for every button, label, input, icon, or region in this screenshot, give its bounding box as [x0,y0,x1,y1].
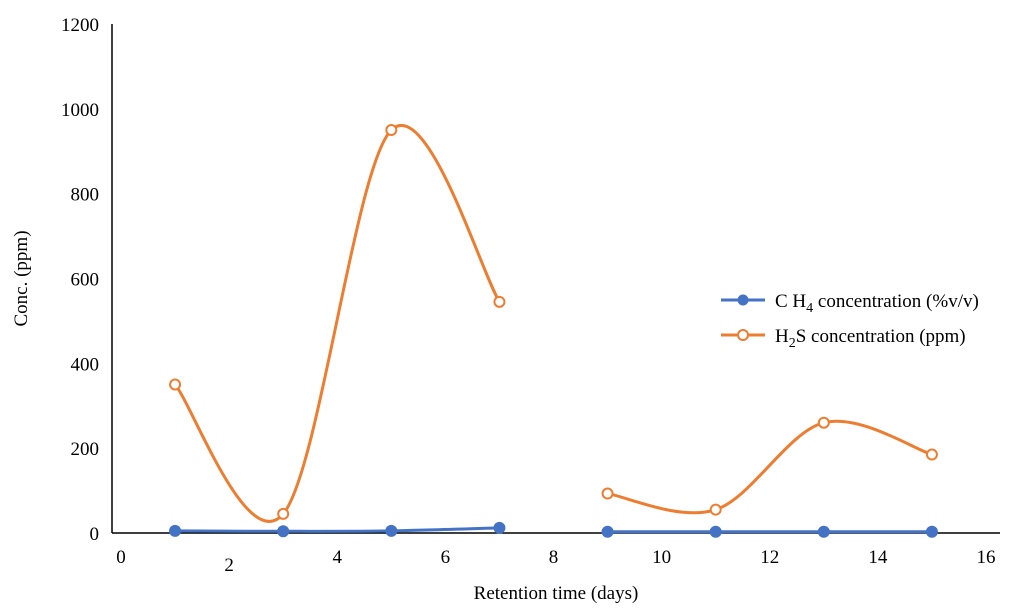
legend-swatch-marker [737,294,749,306]
series-1-point [817,416,830,429]
y-tick-label: 1200 [61,15,99,36]
legend-item-1: H2S concentration (ppm) [721,326,966,351]
series-1-point [601,487,614,500]
series-1-point [493,295,506,308]
x-tick-label: 0 [116,547,126,568]
series-1-line [607,419,933,515]
x-tick-label: 14 [868,547,888,568]
y-tick-label: 600 [71,270,100,291]
x-tick-label: 8 [549,547,559,568]
series-0-point [601,525,614,538]
y-tick-label: 200 [71,439,100,460]
y-tick-label: 0 [90,524,100,545]
x-tick-label: 10 [652,547,671,568]
x-tick-label: 12 [760,547,779,568]
x-tick-label: 4 [333,547,343,568]
series-0-point [709,525,722,538]
series-0-point [169,524,182,537]
plot-area [169,124,938,538]
series-1-point [169,378,182,391]
y-tick-label: 800 [71,185,100,206]
y-tick-label: 400 [71,354,100,375]
series-0-point [277,525,290,538]
series-0-point [385,524,398,537]
series-0-point [493,521,506,534]
series-1-point [277,507,290,520]
series-0 [169,521,938,538]
series-1-point [925,448,938,461]
series-1 [169,124,938,523]
legend-label: C H4 concentration (%v/v) [775,291,979,316]
series-0-point [925,525,938,538]
axes [111,24,1000,534]
legend: C H4 concentration (%v/v) H2S concentrati… [721,291,979,351]
x-tick-label: 2 [224,555,234,576]
series-0-point [817,525,830,538]
y-axis-title: Conc. (ppm) [11,230,32,326]
series-0-line [175,526,500,533]
series-1-line [173,124,501,523]
x-tick-label: 6 [441,547,451,568]
legend-swatch-marker [737,329,749,341]
series-1-point [385,124,398,137]
x-axis-title: Retention time (days) [474,583,639,604]
series-1-point [709,503,722,516]
legend-item-0: C H4 concentration (%v/v) [721,291,979,316]
x-tick-label: 16 [977,547,996,568]
y-tick-label: 1000 [61,100,99,121]
legend-label: H2S concentration (ppm) [775,326,966,351]
tick-labels: 0 200 400 600 800 1000 1200 0 2 4 6 8 10 12 14 16 [61,15,996,576]
